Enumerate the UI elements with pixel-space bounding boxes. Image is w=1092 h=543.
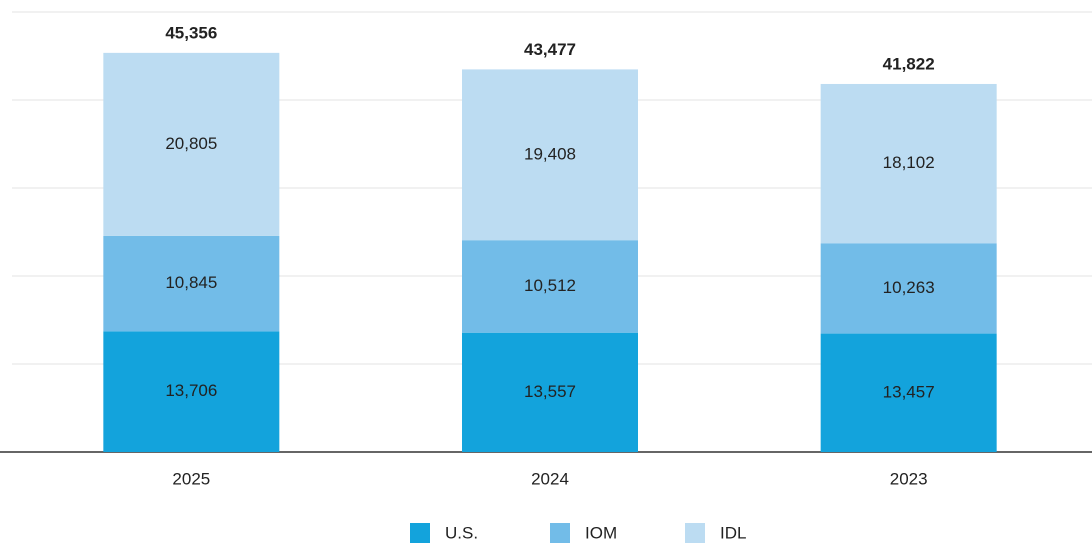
- x-tick-label: 2023: [890, 469, 928, 488]
- bar-segment: [462, 332, 638, 452]
- value-label: 10,845: [165, 273, 217, 292]
- value-label: 19,408: [524, 144, 576, 163]
- legend-label: U.S.: [445, 523, 478, 542]
- value-label: 20,805: [165, 134, 217, 153]
- x-tick-label: 2025: [172, 469, 210, 488]
- legend-swatch: [550, 523, 570, 543]
- value-label: 10,263: [883, 278, 935, 297]
- bar-segment: [462, 240, 638, 333]
- bar-segment: [820, 243, 997, 334]
- value-label: 18,102: [883, 153, 935, 172]
- legend-label: IDL: [720, 523, 746, 542]
- value-label: 13,706: [165, 381, 217, 400]
- legend-label: IOM: [585, 523, 617, 542]
- bar-segment: [103, 52, 280, 236]
- x-tick-label: 2024: [531, 469, 569, 488]
- bar-segment: [820, 83, 997, 244]
- legend-swatch: [410, 523, 430, 543]
- bar-segment: [462, 69, 638, 241]
- value-label: 13,557: [524, 382, 576, 401]
- value-label: 13,457: [883, 382, 935, 401]
- bar-segment: [103, 331, 280, 452]
- value-label: 10,512: [524, 276, 576, 295]
- total-label: 41,822: [883, 54, 935, 73]
- bar-segment: [103, 235, 280, 332]
- total-label: 43,477: [524, 40, 576, 59]
- bar-segment: [820, 333, 997, 452]
- legend-swatch: [685, 523, 705, 543]
- total-label: 45,356: [165, 23, 217, 42]
